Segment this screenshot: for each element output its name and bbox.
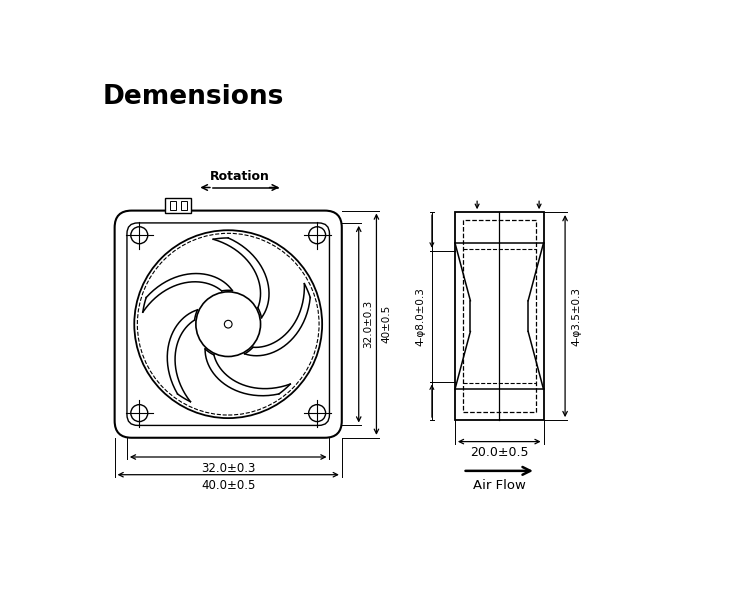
Text: Demensions: Demensions (102, 83, 284, 110)
FancyBboxPatch shape (115, 211, 342, 438)
Bar (463, 220, 536, 412)
Text: Store No: 1361123: Store No: 1361123 (215, 328, 319, 338)
Text: 32.0±0.3: 32.0±0.3 (364, 300, 373, 348)
Text: 32.0±0.3: 32.0±0.3 (201, 461, 256, 475)
Circle shape (131, 227, 147, 244)
Text: Air Flow: Air Flow (473, 479, 526, 491)
Bar (180, 200, 187, 210)
Text: Rotation: Rotation (210, 170, 269, 183)
Text: 4-φ3.5±0.3: 4-φ3.5±0.3 (572, 287, 581, 346)
Text: 4-φ8.0±0.3: 4-φ8.0±0.3 (415, 287, 426, 346)
Circle shape (134, 230, 322, 418)
Text: 40±0.5: 40±0.5 (381, 305, 391, 343)
Circle shape (131, 404, 147, 422)
Bar (455, 212, 544, 420)
Circle shape (196, 292, 261, 356)
Bar (165, 197, 191, 213)
Bar (170, 200, 176, 210)
Circle shape (309, 404, 326, 422)
Text: 杭州皇达电子科技有限公司: 杭州皇达电子科技有限公司 (160, 304, 250, 317)
Text: 40.0±0.5: 40.0±0.5 (201, 479, 256, 493)
Text: 20.0±0.5: 20.0±0.5 (470, 446, 529, 459)
Circle shape (309, 227, 326, 244)
